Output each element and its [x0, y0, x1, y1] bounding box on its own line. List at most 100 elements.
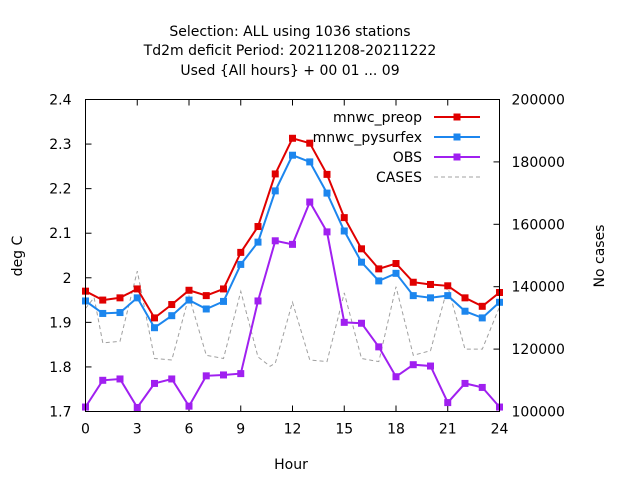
- legend-label-mnwc-preop: mnwc_preop: [333, 110, 422, 126]
- data-point-mnwc-preop: [254, 223, 262, 231]
- data-point-mnwc-preop: [340, 214, 348, 222]
- data-point-obs: [271, 237, 279, 245]
- data-point-mnwc-pysurfex: [237, 260, 245, 268]
- legend: mnwc_preop mnwc_pysurfex OBS CASES: [313, 110, 480, 186]
- data-point-mnwc-preop: [444, 282, 452, 290]
- legend-marker-mnwc-preop: [453, 113, 461, 121]
- data-point-obs: [99, 376, 107, 384]
- y2-tick-label: 140000: [512, 280, 565, 296]
- data-point-obs: [289, 240, 296, 248]
- data-point-mnwc-preop: [358, 245, 365, 253]
- data-point-mnwc-preop: [237, 248, 245, 256]
- data-point-mnwc-preop: [478, 302, 486, 310]
- data-point-mnwc-preop: [427, 280, 434, 288]
- data-point-mnwc-preop: [185, 286, 193, 294]
- data-point-mnwc-preop: [323, 170, 331, 178]
- data-point-obs: [427, 362, 434, 370]
- data-point-mnwc-pysurfex: [168, 312, 176, 320]
- legend-marker-mnwc-pysurfex: [453, 133, 461, 141]
- y2-tick-label: 180000: [512, 155, 565, 171]
- y-tick-label: 1.9: [49, 315, 71, 331]
- data-point-mnwc-pysurfex: [478, 314, 486, 322]
- data-point-mnwc-preop: [220, 285, 227, 293]
- y2-axis-label: No cases: [592, 225, 608, 288]
- y-tick-label: 2.3: [49, 137, 71, 153]
- chart-title-block: Selection: ALL using 1036 stations Td2m …: [143, 24, 437, 79]
- y2-tick-label: 100000: [512, 405, 565, 421]
- legend-marker-obs: [453, 153, 461, 161]
- data-point-obs: [237, 370, 245, 378]
- data-point-mnwc-pysurfex: [392, 269, 400, 277]
- y-tick-label: 1.7: [49, 405, 71, 421]
- data-point-mnwc-pysurfex: [427, 294, 434, 302]
- data-point-obs: [340, 318, 348, 326]
- y-tick-label: 1.8: [49, 360, 71, 376]
- data-point-mnwc-pysurfex: [220, 297, 227, 305]
- chart-title-line-2: Td2m deficit Period: 20211208-20211222: [143, 43, 437, 59]
- x-tick-label: 21: [439, 422, 457, 438]
- data-point-mnwc-preop: [151, 314, 158, 322]
- x-axis-label: Hour: [274, 457, 308, 473]
- series-line-mnwc-preop: [85, 137, 501, 320]
- data-point-mnwc-pysurfex: [151, 324, 158, 332]
- x-tick-label: 3: [133, 422, 142, 438]
- data-point-obs: [220, 371, 227, 379]
- legend-label-cases: CASES: [376, 170, 422, 186]
- data-point-mnwc-preop: [409, 278, 417, 286]
- plot-frame: [85, 99, 500, 412]
- y-tick-label: 2.2: [49, 182, 71, 198]
- data-point-mnwc-preop: [306, 139, 314, 147]
- data-point-obs: [461, 379, 469, 387]
- legend-label-obs: OBS: [393, 150, 422, 166]
- data-point-mnwc-pysurfex: [202, 305, 210, 313]
- data-point-obs: [254, 297, 262, 305]
- data-point-mnwc-preop: [168, 301, 176, 309]
- data-point-mnwc-pysurfex: [254, 238, 262, 246]
- y-axis-label: deg C: [10, 235, 26, 276]
- x-tick-label: 18: [387, 422, 405, 438]
- chart-title-line-1: Selection: ALL using 1036 stations: [169, 24, 410, 40]
- data-point-mnwc-preop: [375, 265, 383, 273]
- y-tick-label: 2: [63, 271, 72, 287]
- y-tick-label: 2.1: [49, 226, 71, 242]
- data-point-mnwc-pysurfex: [271, 187, 279, 195]
- data-point-obs: [323, 228, 331, 236]
- data-point-mnwc-pysurfex: [409, 292, 417, 300]
- data-point-obs: [478, 383, 486, 391]
- x-tick-label: 12: [284, 422, 302, 438]
- data-point-mnwc-pysurfex: [133, 294, 141, 302]
- data-point-mnwc-pysurfex: [375, 277, 383, 285]
- series-layer: [82, 134, 503, 411]
- y-tick-label: 2.4: [49, 93, 71, 109]
- data-point-mnwc-preop: [116, 294, 124, 302]
- data-point-mnwc-pysurfex: [306, 158, 314, 166]
- data-point-mnwc-pysurfex: [358, 258, 365, 266]
- y2-tick-label: 200000: [512, 93, 565, 109]
- data-point-mnwc-pysurfex: [116, 309, 124, 317]
- data-point-mnwc-pysurfex: [444, 292, 452, 300]
- data-point-obs: [392, 373, 400, 381]
- data-point-obs: [375, 343, 383, 351]
- data-point-mnwc-pysurfex: [99, 309, 107, 317]
- data-point-mnwc-preop: [392, 260, 400, 268]
- x-tick-label: 0: [81, 422, 90, 438]
- data-point-obs: [151, 379, 158, 387]
- data-point-mnwc-pysurfex: [185, 296, 193, 304]
- data-point-mnwc-preop: [99, 296, 107, 304]
- data-point-obs: [444, 399, 452, 407]
- x-tick-label: 9: [236, 422, 245, 438]
- data-point-obs: [306, 198, 314, 206]
- data-point-mnwc-preop: [271, 170, 279, 178]
- data-point-mnwc-preop: [461, 294, 469, 302]
- data-point-mnwc-pysurfex: [340, 227, 348, 235]
- data-point-obs: [358, 319, 365, 327]
- data-point-mnwc-pysurfex: [289, 151, 296, 159]
- y2-tick-label: 160000: [512, 217, 565, 233]
- data-point-mnwc-pysurfex: [323, 189, 331, 197]
- data-point-mnwc-pysurfex: [461, 307, 469, 315]
- x-tick-label: 24: [491, 422, 509, 438]
- x-tick-label: 15: [335, 422, 353, 438]
- chart-title-line-3: Used {All hours} + 00 01 ... 09: [180, 63, 399, 79]
- data-point-mnwc-preop: [289, 134, 296, 142]
